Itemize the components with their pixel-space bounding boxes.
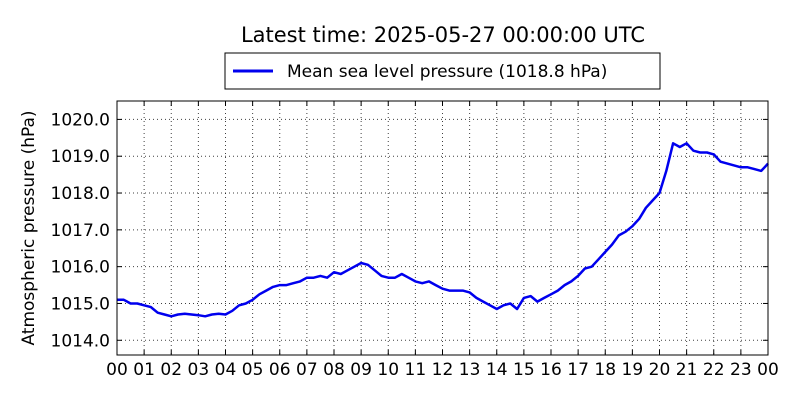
grid-lines (116, 101, 769, 355)
x-tick-label: 10 (377, 360, 399, 380)
x-tick-label: 17 (567, 360, 589, 380)
x-tick-label: 04 (215, 360, 237, 380)
x-tick-label: 00 (757, 360, 779, 380)
y-tick-label: 1015.0 (51, 294, 110, 314)
x-tick-label: 11 (405, 360, 427, 380)
x-tick-labels: 00 01 02 03 04 05 06 07 08 09 10 11 12 13 14 15 16 17 18 19… (106, 360, 779, 380)
x-tick-label: 12 (432, 360, 454, 380)
x-tick-label: 18 (594, 360, 616, 380)
x-tick-label: 16 (540, 360, 562, 380)
plot-frame (116, 100, 769, 356)
y-tick-label: 1016.0 (51, 258, 110, 278)
chart-title: Latest time: 2025-05-27 00:00:00 UTC (241, 23, 645, 47)
y-tick-label: 1020.0 (51, 110, 110, 130)
x-tick-label: 22 (703, 360, 725, 380)
y-axis-label: Atmospheric pressure (hPa) (19, 110, 39, 345)
x-tick-label: 09 (350, 360, 372, 380)
x-tick-label: 05 (242, 360, 264, 380)
x-tick-label: 07 (296, 360, 318, 380)
x-tick-label: 08 (323, 360, 345, 380)
x-tick-label: 20 (649, 360, 671, 380)
x-tick-label: 13 (459, 360, 481, 380)
y-tick-label: 1017.0 (51, 221, 110, 241)
axis-ticks (116, 101, 769, 355)
x-tick-label: 06 (269, 360, 291, 380)
x-tick-label: 21 (676, 360, 698, 380)
x-tick-label: 19 (622, 360, 644, 380)
legend-series-label: Mean sea level pressure (1018.8 hPa) (287, 62, 607, 82)
y-tick-label: 1019.0 (51, 147, 110, 167)
x-tick-label: 02 (160, 360, 182, 380)
y-tick-label: 1014.0 (51, 331, 110, 351)
series-line-mean-sea-level-pressure (117, 142, 769, 318)
legend-box (224, 52, 661, 90)
x-tick-label: 15 (513, 360, 535, 380)
x-tick-label: 03 (188, 360, 210, 380)
y-tick-labels: 1014.0 1015.0 1016.0 1017.0 1018.0 1019.0 1020… (51, 110, 110, 351)
x-tick-label: 14 (486, 360, 508, 380)
legend: Mean sea level pressure (1018.8 hPa) (224, 52, 661, 90)
y-tick-label: 1018.0 (51, 184, 110, 204)
x-tick-label: 23 (730, 360, 752, 380)
x-tick-label: 01 (133, 360, 155, 380)
x-tick-label: 00 (106, 360, 128, 380)
